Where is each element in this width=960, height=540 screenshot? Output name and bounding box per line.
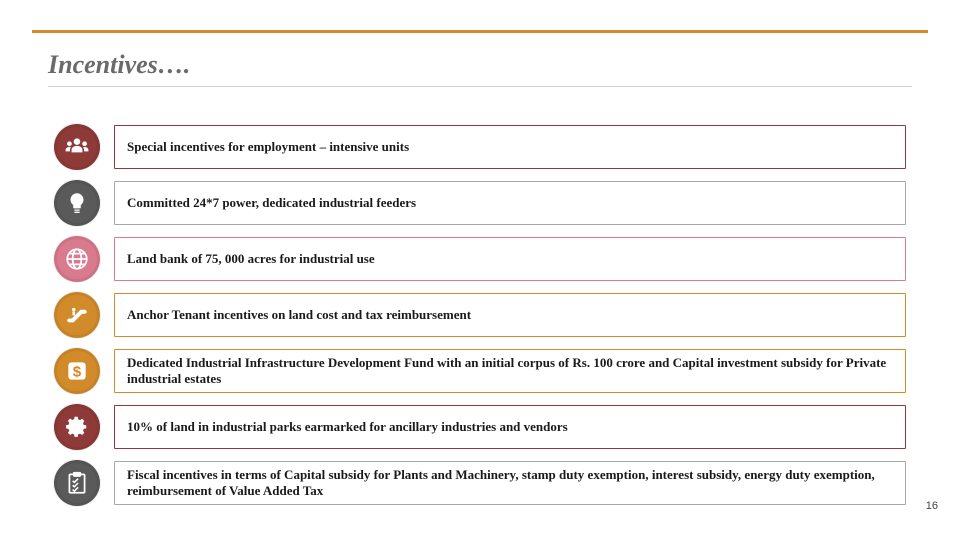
incentive-text: Committed 24*7 power, dedicated industri… bbox=[114, 181, 906, 225]
list-item: Fiscal incentives in terms of Capital su… bbox=[54, 460, 906, 506]
escalator-icon bbox=[54, 292, 100, 338]
list-item: Anchor Tenant incentives on land cost an… bbox=[54, 292, 906, 338]
incentive-list: Special incentives for employment – inte… bbox=[54, 124, 906, 506]
list-item: 10% of land in industrial parks earmarke… bbox=[54, 404, 906, 450]
page-number: 16 bbox=[926, 500, 938, 512]
gear-icon bbox=[54, 404, 100, 450]
list-item: $ Dedicated Industrial Infrastructure Dev… bbox=[54, 348, 906, 394]
incentive-text: Fiscal incentives in terms of Capital su… bbox=[114, 461, 906, 505]
header: Incentives…. bbox=[48, 50, 912, 87]
incentive-text: Dedicated Industrial Infrastructure Deve… bbox=[114, 349, 906, 393]
top-accent-bar bbox=[32, 30, 928, 33]
dollar-icon: $ bbox=[54, 348, 100, 394]
incentive-text: Anchor Tenant incentives on land cost an… bbox=[114, 293, 906, 337]
bulb-icon bbox=[54, 180, 100, 226]
people-icon bbox=[54, 124, 100, 170]
page-title: Incentives…. bbox=[48, 50, 912, 87]
incentive-text: Special incentives for employment – inte… bbox=[114, 125, 906, 169]
list-item: Land bank of 75, 000 acres for industria… bbox=[54, 236, 906, 282]
checklist-icon bbox=[54, 460, 100, 506]
globe-icon bbox=[54, 236, 100, 282]
list-item: Special incentives for employment – inte… bbox=[54, 124, 906, 170]
list-item: Committed 24*7 power, dedicated industri… bbox=[54, 180, 906, 226]
incentive-text: 10% of land in industrial parks earmarke… bbox=[114, 405, 906, 449]
incentive-text: Land bank of 75, 000 acres for industria… bbox=[114, 237, 906, 281]
svg-text:$: $ bbox=[73, 363, 82, 380]
